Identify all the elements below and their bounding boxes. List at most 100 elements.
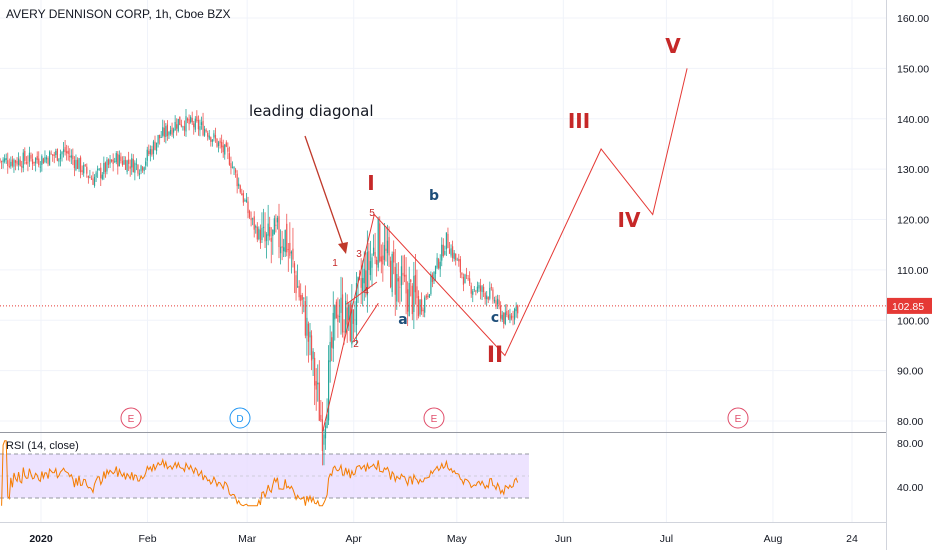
candle-body: [456, 259, 458, 261]
candle-body: [56, 149, 58, 161]
chart-title: AVERY DENNISON CORP, 1h, Cboe BZX: [6, 7, 231, 21]
candle-body: [211, 139, 213, 142]
candle-body: [103, 162, 105, 175]
candle-body: [145, 161, 147, 166]
correction-label: b: [429, 188, 439, 204]
candle-body: [222, 145, 224, 153]
candle-body: [287, 249, 289, 251]
price-tick-label: 120.00: [897, 215, 929, 227]
candle-body: [362, 277, 364, 292]
candle-body: [35, 157, 37, 164]
candle-body: [44, 157, 46, 163]
candle-body: [173, 129, 175, 133]
candle-body: [297, 286, 299, 288]
candle-body: [405, 274, 407, 294]
candle-body: [452, 246, 454, 259]
candle-body: [413, 275, 415, 313]
time-tick-label: 24: [846, 533, 858, 545]
candle-body: [470, 285, 472, 294]
rsi-indicator-label[interactable]: RSI (14, close): [6, 440, 79, 452]
candle-body: [146, 149, 148, 161]
candle-body: [193, 123, 195, 128]
price-tick-label: 80.00: [897, 416, 923, 428]
candle-body: [273, 218, 275, 235]
candle-body: [284, 230, 286, 253]
candle-body: [13, 159, 15, 167]
candle-body: [321, 419, 323, 452]
candle-body: [303, 297, 305, 299]
candle-body: [93, 176, 96, 186]
candle-body: [239, 185, 241, 193]
candle-body: [441, 244, 443, 261]
candle-body: [171, 127, 173, 135]
candle-body: [258, 228, 260, 240]
candle-body: [472, 291, 474, 295]
candle-body: [295, 275, 297, 294]
price-candles: [0, 108, 519, 466]
candle-body: [357, 276, 359, 284]
candle-body: [233, 167, 235, 169]
candle-body: [469, 278, 471, 284]
candle-body: [219, 140, 221, 144]
candle-body: [214, 135, 217, 139]
subwave-label: 4: [363, 286, 369, 297]
candle-body: [368, 251, 370, 271]
candle-body: [421, 299, 423, 312]
candle-body: [59, 153, 62, 160]
candle-body: [324, 425, 327, 439]
wave-projection-line: [322, 68, 688, 432]
candle-body: [453, 252, 455, 260]
candle-body: [483, 286, 485, 293]
candle-body: [501, 314, 503, 320]
candle-body: [422, 309, 424, 311]
rsi-tick-label: 80.00: [897, 438, 923, 450]
price-tick-label: 90.00: [897, 366, 923, 378]
candle-body: [200, 122, 203, 125]
candle-body: [27, 162, 29, 164]
candle-body: [402, 272, 404, 276]
candle-body: [495, 300, 497, 307]
candle-body: [337, 314, 339, 323]
candle-body: [496, 298, 499, 305]
subwave-label: 5: [369, 208, 375, 219]
candle-body: [385, 248, 387, 251]
candle-body: [31, 159, 34, 165]
candle-body: [332, 312, 334, 349]
candle-body: [75, 159, 77, 170]
candle-body: [183, 126, 186, 131]
candle-body: [445, 232, 447, 250]
event-marker: [120, 407, 142, 429]
candle-body: [228, 153, 230, 165]
candle-body: [236, 173, 238, 187]
candle-body: [348, 304, 350, 321]
candle-body: [67, 150, 69, 154]
candle-body: [179, 116, 181, 125]
candle-body: [18, 158, 20, 165]
candle-body: [197, 120, 199, 130]
candle-body: [216, 138, 218, 147]
candle-body: [286, 223, 288, 253]
candle-body: [50, 153, 52, 155]
candle-body: [289, 242, 291, 256]
event-label: E: [735, 414, 742, 425]
candle-body: [177, 118, 179, 132]
candle-body: [431, 274, 434, 282]
candle-body: [278, 216, 280, 248]
candle-body: [438, 259, 440, 269]
candle-body: [475, 290, 477, 292]
candle-body: [275, 224, 277, 226]
candle-body: [138, 173, 141, 175]
candle-body: [383, 244, 385, 260]
candle-body: [464, 274, 466, 284]
candle-body: [76, 159, 79, 169]
candle-body: [270, 237, 272, 242]
candle-body: [53, 154, 55, 156]
annotation-text: leading diagonal: [249, 102, 374, 120]
candle-body: [343, 331, 345, 333]
candle-body: [117, 153, 119, 167]
candle-body: [188, 119, 190, 125]
rsi-line: [1, 440, 519, 507]
candle-body: [411, 285, 413, 315]
